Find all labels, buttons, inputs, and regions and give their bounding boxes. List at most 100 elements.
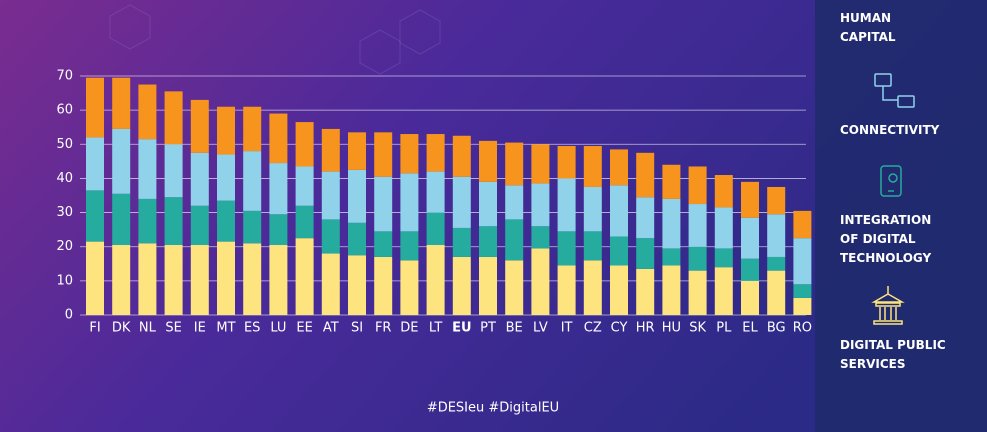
bar-segment — [295, 238, 314, 315]
bar-segment — [86, 241, 104, 315]
x-tick-label: EE — [296, 321, 312, 336]
bar-segment — [714, 248, 733, 268]
y-tick-label: 40 — [56, 171, 73, 186]
y-tick-label: 30 — [56, 205, 73, 220]
bar-segment — [217, 154, 235, 201]
bar-segment — [190, 152, 209, 206]
bar-segment — [636, 268, 655, 315]
x-tick-label: RO — [793, 321, 812, 336]
bar-segment — [531, 248, 550, 315]
bar-segment — [610, 236, 628, 266]
x-tick-label: CZ — [584, 321, 602, 336]
connectivity-icon — [874, 73, 915, 108]
x-tick-label: NL — [139, 321, 157, 336]
bar-segment — [112, 128, 131, 194]
bar-segment — [321, 171, 340, 220]
bar-segment — [400, 260, 419, 315]
bar-segment — [269, 245, 288, 315]
bar-segment — [741, 181, 759, 218]
bar-segment — [217, 241, 235, 315]
x-tick-label: SI — [351, 321, 363, 336]
bar-segment — [112, 193, 131, 246]
bar-segment — [452, 256, 471, 315]
x-tick-label: MT — [216, 321, 235, 336]
bar-segment — [793, 238, 812, 285]
x-tick-label: LT — [429, 321, 442, 336]
x-tick-label: DK — [112, 321, 131, 336]
bar-segment — [531, 144, 550, 184]
x-tick-label: AT — [323, 321, 339, 336]
bar-segment — [164, 197, 183, 246]
bar-segment — [767, 270, 786, 315]
bar-segment — [112, 245, 131, 315]
bar-segment — [741, 280, 759, 315]
bar-segment — [583, 186, 602, 232]
x-tick-label: CY — [611, 321, 628, 336]
bar-segment — [479, 181, 497, 227]
public-services-icon — [871, 286, 905, 325]
x-tick-label: FR — [375, 321, 392, 336]
bar-segment — [374, 256, 393, 315]
bar-segment — [295, 205, 314, 239]
bar-segment — [741, 258, 759, 281]
bar-segment — [583, 260, 602, 315]
legend-label: DIGITAL PUBLIC SERVICES — [840, 338, 946, 371]
bar-segment — [610, 185, 628, 237]
bar-segment — [610, 149, 628, 186]
bar-segment — [426, 134, 445, 172]
bar-segment — [269, 214, 288, 246]
bar-segment — [112, 77, 131, 129]
x-tick-label: SE — [165, 321, 181, 336]
bar-segment — [662, 248, 681, 266]
bar-segment — [583, 145, 602, 187]
bar-segment — [636, 197, 655, 239]
bar-segment — [348, 222, 366, 256]
bar-segment — [636, 152, 655, 198]
bar-segment — [217, 200, 235, 242]
bar-segment — [636, 238, 655, 269]
y-tick-label: 20 — [56, 239, 73, 254]
x-tick-label: FI — [89, 321, 100, 336]
bar-segment — [557, 231, 576, 266]
bar-segment — [583, 231, 602, 261]
bar-segment — [86, 137, 104, 191]
bar-segment — [138, 198, 157, 244]
x-tick-label: PT — [480, 321, 496, 336]
bar-segment — [86, 77, 104, 138]
bar-segment — [610, 265, 628, 315]
bar-segment — [741, 217, 759, 259]
bar-segment — [217, 106, 235, 155]
bar-segment — [688, 270, 707, 315]
bar-segment — [374, 132, 393, 177]
bar-segment — [269, 163, 288, 215]
bar-segment — [793, 297, 812, 315]
y-tick-label: 0 — [65, 308, 73, 323]
x-tick-label: ES — [244, 321, 260, 336]
decoration — [109, 4, 441, 75]
bar-segment — [452, 135, 471, 177]
x-tick-label: BE — [506, 321, 523, 336]
y-tick-label: 50 — [56, 137, 73, 152]
bar-segment — [243, 243, 262, 315]
x-tick-label: LV — [533, 321, 548, 336]
bar-segment — [295, 166, 314, 206]
bar-segment — [426, 171, 445, 213]
x-tick-label: SK — [689, 321, 706, 336]
bar-segment — [426, 212, 445, 246]
bar-segment — [164, 245, 183, 315]
x-tick-label: EU — [452, 321, 471, 336]
bar-segment — [662, 265, 681, 315]
bar-segment — [793, 284, 812, 298]
bar-segment — [321, 253, 340, 315]
x-tick-label: EL — [742, 321, 758, 336]
bar-segment — [479, 140, 497, 182]
bar-segment — [688, 246, 707, 271]
bar-segment — [557, 145, 576, 179]
bar-segment — [557, 265, 576, 315]
y-tick-label: 10 — [56, 273, 73, 288]
legend-label: INTEGRATION OF DIGITAL TECHNOLOGY — [840, 213, 931, 265]
bar-segment — [662, 198, 681, 249]
bar-segment — [479, 256, 497, 315]
bar-segment — [793, 210, 812, 239]
